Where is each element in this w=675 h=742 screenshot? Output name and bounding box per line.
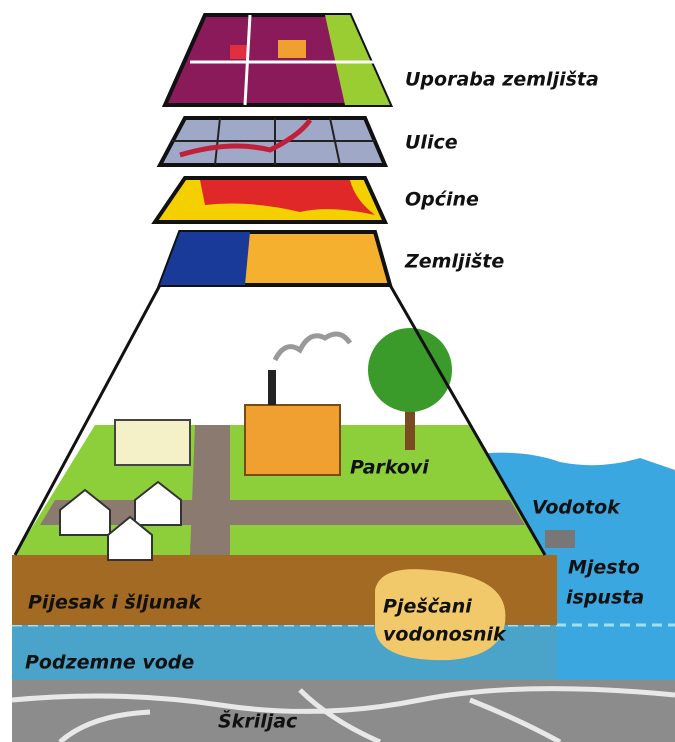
layer-label: Zemljište	[404, 251, 504, 273]
bedrock-label: Škriljac	[218, 709, 298, 733]
aquifer-label: vodonosnik	[383, 624, 507, 646]
sand-gravel-label: Pijesak i šljunak	[28, 592, 203, 614]
layer-label: Ulice	[405, 132, 458, 154]
outlet-label: ispusta	[566, 587, 644, 609]
layer-label: Uporaba zemljišta	[405, 69, 599, 91]
aquifer-label: Pješčani	[383, 596, 472, 618]
land-blue	[160, 232, 250, 285]
smoke	[275, 334, 350, 360]
land-use-orange	[278, 40, 306, 58]
stream-label: Vodotok	[532, 497, 621, 519]
groundwater-label: Podzemne vode	[25, 652, 194, 674]
land-use-red	[230, 45, 248, 59]
gis-layers-diagram: Uporaba zemljišta Ulice Općine Zemljište…	[0, 0, 675, 742]
parks-label: Parkovi	[350, 457, 429, 479]
outlet-pipe	[545, 530, 575, 548]
layer-label: Općine	[405, 189, 479, 211]
chimney	[268, 370, 276, 405]
outlet-label: Mjesto	[568, 557, 640, 579]
factory	[245, 405, 340, 475]
building	[115, 420, 190, 465]
